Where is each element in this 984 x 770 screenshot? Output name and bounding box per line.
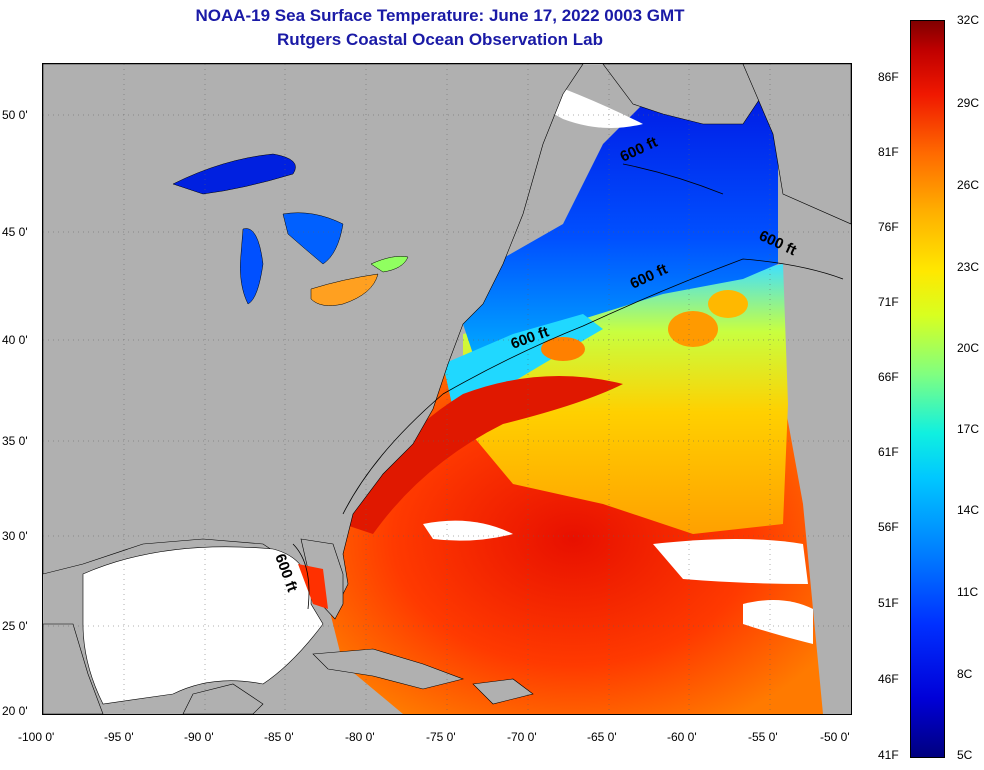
florida-shelf-water bbox=[298, 564, 328, 609]
great-lakes bbox=[172, 153, 409, 306]
colorbar-f-label: 71F bbox=[878, 295, 899, 309]
lon-label: -100 0' bbox=[18, 730, 55, 744]
lon-label: -95 0' bbox=[104, 730, 134, 744]
lon-label: -60 0' bbox=[667, 730, 697, 744]
bathymetry-contours bbox=[292, 163, 844, 610]
lon-label: -65 0' bbox=[587, 730, 617, 744]
colorbar-c-label: 17C bbox=[957, 422, 980, 436]
lat-label: 40 0' bbox=[2, 333, 28, 347]
lat-label: 20 0' bbox=[2, 704, 28, 718]
lon-label: -55 0' bbox=[748, 730, 778, 744]
colorbar-c-label: 32C bbox=[957, 13, 980, 27]
colorbar-f-label: 76F bbox=[878, 220, 899, 234]
colorbar-f-label: 41F bbox=[878, 748, 899, 762]
lon-label: -50 0' bbox=[820, 730, 850, 744]
colorbar-c-label: 23C bbox=[957, 260, 980, 274]
colorbar-f-label: 56F bbox=[878, 520, 899, 534]
lat-label: 50 0' bbox=[2, 108, 28, 122]
colorbar-c-label: 26C bbox=[957, 178, 980, 192]
map-title: NOAA-19 Sea Surface Temperature: June 17… bbox=[195, 6, 685, 25]
lat-label: 35 0' bbox=[2, 434, 28, 448]
colorbar-c-label: 8C bbox=[957, 667, 973, 681]
lat-label: 45 0' bbox=[2, 225, 28, 239]
map-subtitle: Rutgers Coastal Ocean Observation Lab bbox=[277, 30, 603, 49]
sst-map: 600 ft 600 ft 600 ft 600 ft 600 ft bbox=[42, 63, 852, 715]
colorbar-f-label: 66F bbox=[878, 370, 899, 384]
colorbar-c-label: 14C bbox=[957, 503, 980, 517]
lon-label: -70 0' bbox=[507, 730, 537, 744]
sst-map-canvas: 600 ft 600 ft 600 ft 600 ft 600 ft bbox=[43, 64, 851, 714]
colorbar-c-label: 29C bbox=[957, 96, 980, 110]
gulf-of-mexico-no-data bbox=[82, 546, 324, 705]
graticule bbox=[43, 64, 851, 714]
lat-label: 30 0' bbox=[2, 529, 28, 543]
colorbar-f-label: 61F bbox=[878, 445, 899, 459]
lon-label: -90 0' bbox=[184, 730, 214, 744]
colorbar-f-label: 51F bbox=[878, 596, 899, 610]
lon-label: -85 0' bbox=[264, 730, 294, 744]
colorbar-c-label: 11C bbox=[957, 585, 979, 599]
lat-label: 25 0' bbox=[2, 619, 28, 633]
temperature-colorbar bbox=[910, 20, 945, 758]
colorbar-f-label: 81F bbox=[878, 145, 899, 159]
colorbar-f-label: 46F bbox=[878, 672, 899, 686]
colorbar-c-label: 5C bbox=[957, 748, 973, 762]
colorbar-c-label: 20C bbox=[957, 341, 980, 355]
lon-label: -80 0' bbox=[345, 730, 375, 744]
lon-label: -75 0' bbox=[426, 730, 456, 744]
colorbar-f-label: 86F bbox=[878, 70, 899, 84]
